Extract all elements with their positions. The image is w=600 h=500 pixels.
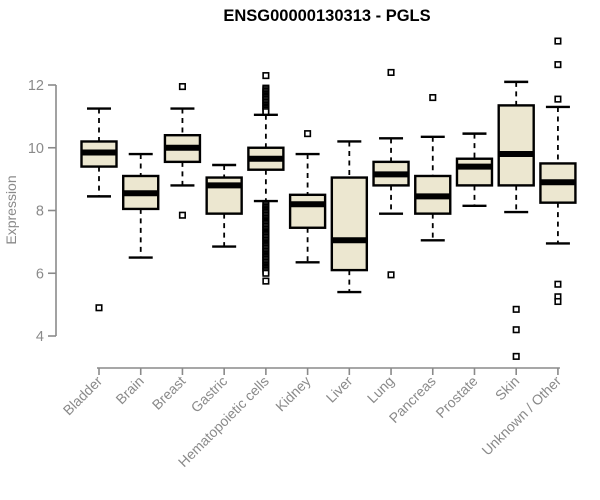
outlier-point [262, 277, 270, 285]
box-group-liver [330, 140, 369, 294]
box-group-breast [163, 83, 202, 219]
outlier-point [95, 304, 103, 312]
box-group-hematopoietic-cells [247, 72, 285, 285]
outlier-point [554, 297, 562, 306]
box-group-kidney [288, 130, 327, 264]
outlier-point [554, 95, 562, 103]
iqr-box [330, 176, 369, 272]
plot-area [80, 37, 577, 360]
box-group-unknown-other [539, 37, 577, 306]
outlier-point [178, 211, 186, 219]
box-group-bladder [80, 107, 118, 312]
outlier-point [262, 269, 270, 277]
y-axis-title: Expression [3, 175, 19, 244]
x-axis-label-bladder: Bladder [60, 373, 106, 419]
box-group-prostate [455, 132, 494, 207]
box-group-brain [122, 152, 160, 259]
outlier-point [512, 326, 520, 334]
outlier-point [554, 280, 562, 288]
iqr-box [497, 104, 535, 187]
x-axis-label-brain: Brain [112, 373, 146, 407]
outlier-point [262, 72, 270, 80]
outlier-point [554, 37, 562, 45]
box-group-lung [372, 68, 410, 279]
box-group-gastric [205, 163, 243, 248]
x-axis-label-lung: Lung [364, 373, 397, 406]
y-axis-tick-label: 6 [36, 266, 44, 282]
box-group-pancreas [414, 94, 452, 242]
y-axis-tick-label: 10 [28, 141, 44, 157]
y-axis: 4 6 8 10 12 [28, 78, 57, 345]
outlier-point [304, 130, 312, 138]
outlier-point [387, 271, 395, 279]
outlier-point [554, 61, 562, 69]
y-axis-tick-label: 8 [36, 204, 44, 220]
outlier-point [512, 305, 520, 313]
outlier-point [512, 352, 520, 360]
x-axis-label-prostate: Prostate [432, 373, 480, 421]
outlier-point [387, 68, 395, 76]
iqr-box [455, 157, 494, 187]
iqr-box [288, 193, 327, 229]
chart-title: ENSG00000130313 - PGLS [223, 7, 430, 25]
x-axis-label-kidney: Kidney [272, 373, 314, 415]
outlier-point [429, 94, 437, 102]
x-axis-label-breast: Breast [149, 373, 189, 413]
x-axis-label-unknown-other: Unknown / Other [478, 373, 564, 459]
outlier-point [178, 83, 186, 91]
y-axis-tick-label: 4 [36, 329, 44, 345]
outlier-point [262, 108, 270, 116]
box-group-skin [497, 80, 535, 360]
x-axis-label-skin: Skin [492, 373, 523, 404]
x-axis-label-liver: Liver [323, 373, 356, 406]
y-axis-tick-label: 12 [28, 78, 44, 94]
